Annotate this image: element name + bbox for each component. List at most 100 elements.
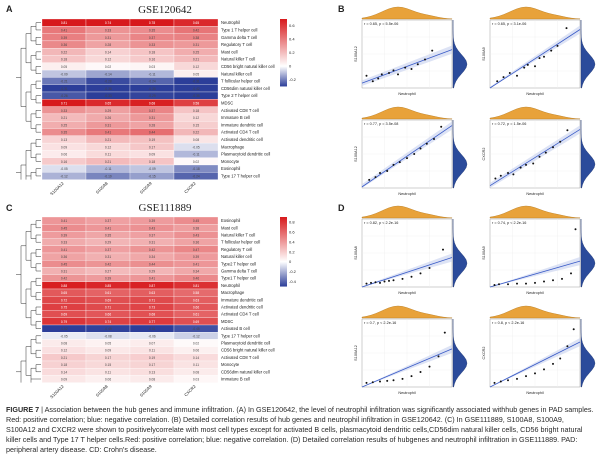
heatmap-cell-label: 0.65 <box>61 291 67 295</box>
heatmap-cell-label: 0.44 <box>149 131 155 135</box>
correlation-stat: r = 0.72, p = 1.5e-06 <box>492 122 526 126</box>
heatmap-cell-label: 0.37 <box>105 248 111 252</box>
dendrogram <box>16 220 41 383</box>
heatmap-row-label: Plasmacytoid dendritic cell <box>221 341 270 346</box>
heatmap-cell-label: 0.28 <box>105 43 111 47</box>
heatmap-cell-label: 0.28 <box>149 123 155 127</box>
heatmap-a-title: GSE120642 <box>138 4 192 16</box>
heatmap-cell-label: 0.09 <box>61 145 67 149</box>
scatter-point <box>552 146 554 149</box>
density-top <box>489 6 581 20</box>
scatter-point <box>442 248 444 251</box>
heatmap-row-label: CD56 bright natural killer cell <box>221 348 275 353</box>
heatmap-cell-label: 0.36 <box>193 241 199 245</box>
heatmap-row-label: Activated CD4 T cell <box>221 130 259 135</box>
heatmap-cell-label: -0.09 <box>148 167 155 171</box>
heatmap-cell-label: 0.21 <box>61 356 67 360</box>
heatmap-cell-label: 0.78 <box>149 21 155 25</box>
heatmap-cell-label: 0.29 <box>105 109 111 113</box>
heatmap-cell-label: 0.17 <box>149 145 155 149</box>
heatmap-cell-label: 0.36 <box>61 43 67 47</box>
scatter-point <box>401 277 404 280</box>
heatmap-cell-label: 0.03 <box>193 378 199 382</box>
heatmap-cell-label: 0.39 <box>149 219 155 223</box>
scatter-point <box>365 381 368 384</box>
heatmap-cell-label: 0.46 <box>193 277 199 281</box>
scatter-point <box>499 380 502 383</box>
scatter-plot: r = 0.8, p < 2.2e-16 Neutrophil CXCR2 <box>482 305 596 395</box>
heatmap-row-label: Immature B cell <box>221 115 250 120</box>
heatmap-cell-label: 0.43 <box>193 234 199 238</box>
scatter-point <box>516 377 518 380</box>
scatter-point <box>392 379 395 382</box>
density-side <box>580 218 596 288</box>
heatmap-row-label: Regulatory T cell <box>221 247 252 252</box>
heatmap-row-label: Type 17 T helper cell <box>221 173 260 178</box>
heatmap-cell-label: 0.02 <box>193 342 199 346</box>
heatmap-row-label: T follicular helper cell <box>221 79 260 84</box>
scatter-point <box>544 151 547 154</box>
scatter-point <box>534 281 536 284</box>
scatter-point <box>502 76 505 79</box>
heatmap-row-label: Natural killer T cell <box>221 57 255 62</box>
heatmap-cell-label: 0.08 <box>61 342 67 346</box>
heatmap-cell-label: 0.42 <box>61 277 67 281</box>
scatter-grid-b: r = 0.65, p = 5.5e-06 Neutrophil S100A12 r … <box>346 4 596 205</box>
heatmap-cell-label: -0.51 <box>148 327 155 331</box>
heatmap-cell-label: -0.24 <box>192 174 199 178</box>
heatmap-row-label: Natural killer cell <box>221 254 252 259</box>
heatmap-cell-label: 0.17 <box>149 363 155 367</box>
heatmap-cell-label: 0.45 <box>61 226 67 230</box>
heatmap-cell-label: -0.05 <box>60 167 67 171</box>
heatmap-cell-label: 0.25 <box>61 123 67 127</box>
heatmap-cell-label: 0.21 <box>193 58 199 62</box>
heatmap-row-label: T follicular helper cell <box>221 240 260 245</box>
x-axis-label: Neutrophil <box>526 92 543 96</box>
heatmap-cell-label: 0.72 <box>61 298 67 302</box>
x-axis-label: Neutrophil <box>398 92 415 96</box>
scatter-point <box>496 80 499 83</box>
panel-letter-b: B <box>338 4 345 14</box>
caption-text: | Association between the hub genes and … <box>6 405 594 454</box>
scatter-point <box>532 162 535 165</box>
heatmap-a: 0.81 0.74 0.78 0.65 Neutrophil 0.41 0.33 0.35 0.… <box>4 17 324 200</box>
heatmap-cell-label: 0.63 <box>149 291 155 295</box>
heatmap-row-label: Activated dendritic cell <box>221 305 263 310</box>
heatmap-cell-label: 0.16 <box>61 160 67 164</box>
scatter-point <box>374 176 377 179</box>
heatmap-row-label: Macrophage <box>221 144 245 149</box>
heatmap-cell-label: 0.41 <box>149 277 155 281</box>
heatmap-cell-label: 0.35 <box>105 234 111 238</box>
color-scale-tick: 0.4 <box>289 239 295 244</box>
heatmap-cell-label: 0.39 <box>61 36 67 40</box>
scatter-point <box>507 172 509 175</box>
heatmap-cell-label: -0.31 <box>60 87 67 91</box>
heatmap-row-label: Gamma delta T cell <box>221 35 257 40</box>
scatter-point <box>424 58 426 61</box>
heatmap-cell-label: 0.17 <box>105 356 111 360</box>
scatter-point <box>561 277 563 280</box>
density-side <box>580 119 596 189</box>
heatmap-cell-label: 0.29 <box>149 270 155 274</box>
heatmap-cell-label: 0.41 <box>105 131 111 135</box>
heatmap-cell-label: 0.37 <box>149 36 155 40</box>
heatmap-cell-label: -0.11 <box>104 167 111 171</box>
heatmap-cell <box>173 172 219 180</box>
y-axis-label: S100A8 <box>354 246 358 260</box>
heatmap-cell-label: 0.42 <box>105 262 111 266</box>
heatmap-row-label: Immature dendritic cell <box>221 122 263 127</box>
scatter-plot: r = 0.82, p < 2.2e-16 Neutrophil S100A8 <box>354 205 468 295</box>
scatter-point <box>543 280 545 283</box>
heatmap-cell-label: 0.44 <box>149 262 155 266</box>
scatter-point <box>413 153 416 155</box>
scatter-point <box>410 375 413 378</box>
scatter-point <box>419 147 422 150</box>
x-axis-label: Neutrophil <box>398 192 415 196</box>
fit-line <box>361 49 453 84</box>
x-axis-label: Neutrophil <box>526 391 543 395</box>
heatmap-cell-label: -0.29 <box>148 94 155 98</box>
scatter-point <box>365 282 368 285</box>
heatmap-cell-label: 0.88 <box>61 284 67 288</box>
heatmap-cell-label: 0.18 <box>149 160 155 164</box>
scatter-point <box>519 166 522 169</box>
